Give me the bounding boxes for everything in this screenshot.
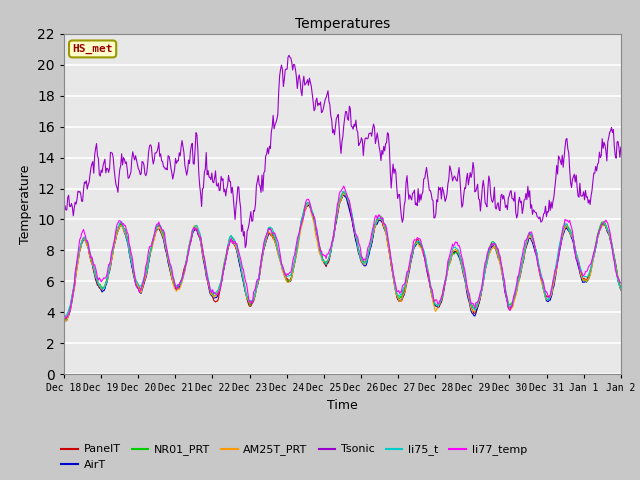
PanelT (340, 189, 348, 194)
Legend: PanelT, AirT, NR01_PRT, AM25T_PRT, Tsonic, li75_t, li77_temp: PanelT, AirT, NR01_PRT, AM25T_PRT, Tsoni… (57, 440, 531, 474)
AirT (204, 281, 212, 287)
li75_t (617, 286, 625, 291)
li77_temp (434, 301, 442, 307)
Tsonic (241, 245, 249, 251)
AirT (62, 318, 70, 324)
Line: Tsonic: Tsonic (64, 55, 621, 248)
li75_t (340, 189, 348, 194)
NR01_PRT (60, 316, 68, 322)
li75_t (433, 302, 440, 308)
PanelT (433, 303, 440, 309)
li77_temp (204, 278, 212, 284)
AirT (60, 317, 68, 323)
PanelT (617, 287, 625, 292)
Y-axis label: Temperature: Temperature (19, 164, 31, 244)
li75_t (60, 314, 68, 320)
Tsonic (390, 170, 398, 176)
AM25T_PRT (340, 190, 348, 196)
AM25T_PRT (159, 234, 167, 240)
Tsonic (314, 103, 322, 108)
Tsonic (481, 200, 489, 205)
AirT (340, 192, 348, 198)
NR01_PRT (434, 302, 442, 308)
li75_t (159, 228, 166, 234)
li77_temp (390, 274, 398, 279)
AM25T_PRT (60, 317, 68, 323)
AirT (434, 304, 442, 310)
AirT (159, 237, 167, 242)
NR01_PRT (62, 317, 70, 323)
X-axis label: Time: Time (327, 399, 358, 412)
Text: HS_met: HS_met (72, 44, 113, 54)
PanelT (389, 273, 397, 278)
PanelT (480, 273, 488, 279)
li75_t (480, 273, 488, 279)
Line: AM25T_PRT: AM25T_PRT (64, 193, 621, 321)
Tsonic (159, 158, 166, 164)
AM25T_PRT (390, 280, 398, 286)
NR01_PRT (159, 232, 167, 238)
Tsonic (434, 199, 442, 204)
li77_temp (340, 183, 348, 189)
li75_t (204, 270, 211, 276)
PanelT (204, 273, 211, 279)
AM25T_PRT (204, 280, 212, 286)
Tsonic (204, 172, 211, 178)
Tsonic (285, 52, 292, 58)
Line: PanelT: PanelT (64, 192, 621, 320)
PanelT (60, 317, 68, 323)
AirT (313, 230, 321, 236)
AirT (390, 279, 398, 285)
Line: li77_temp: li77_temp (64, 186, 621, 318)
li77_temp (62, 315, 70, 321)
PanelT (312, 227, 320, 233)
PanelT (159, 228, 166, 234)
li77_temp (481, 260, 489, 265)
AM25T_PRT (617, 287, 625, 292)
Line: li75_t: li75_t (64, 192, 621, 317)
li77_temp (313, 226, 321, 232)
AM25T_PRT (481, 267, 489, 273)
Title: Temperatures: Temperatures (295, 17, 390, 31)
AM25T_PRT (62, 318, 70, 324)
NR01_PRT (481, 266, 489, 272)
NR01_PRT (313, 228, 321, 234)
Tsonic (60, 207, 68, 213)
li77_temp (60, 313, 68, 319)
NR01_PRT (617, 285, 625, 291)
Line: NR01_PRT: NR01_PRT (64, 192, 621, 320)
AirT (617, 287, 625, 293)
AM25T_PRT (313, 237, 321, 242)
Tsonic (617, 144, 625, 150)
NR01_PRT (390, 278, 398, 284)
NR01_PRT (204, 279, 212, 285)
li75_t (389, 270, 397, 276)
li75_t (312, 226, 320, 232)
Line: AirT: AirT (64, 195, 621, 321)
AM25T_PRT (434, 305, 442, 311)
li77_temp (617, 280, 625, 286)
NR01_PRT (340, 189, 348, 194)
li77_temp (159, 227, 167, 233)
AirT (481, 267, 489, 273)
